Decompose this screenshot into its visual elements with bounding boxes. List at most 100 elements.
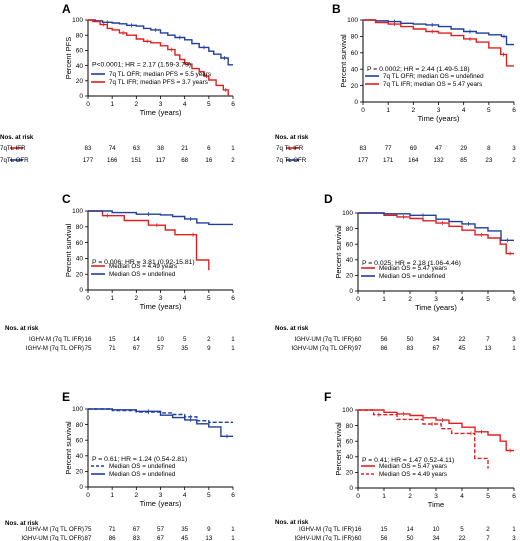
km-curve-1 — [358, 409, 514, 452]
risk-value: 22 — [459, 535, 466, 541]
legend-entry: Median OS = 5.47 years — [379, 265, 447, 272]
x-tick-label: 3 — [437, 107, 441, 114]
x-tick-label: 4 — [462, 107, 466, 114]
risk-value: 16 — [205, 157, 212, 164]
x-tick-label: 5 — [486, 296, 490, 303]
risk-value: 69 — [410, 145, 417, 152]
x-axis-label: Time (years) — [415, 303, 457, 312]
y-tick-label: 60 — [351, 50, 359, 57]
risk-value: 50 — [407, 535, 414, 541]
risk-value: 35 — [181, 345, 188, 352]
risk-value: 75 — [85, 345, 92, 352]
stats-annotation: P = 0.61; HR = 1.24 (0.54-2.81) — [92, 456, 187, 463]
legend-entry: 7q TL IFR; median OS = 5.47 years — [383, 81, 482, 88]
risk-value: 34 — [433, 336, 440, 343]
risk-value: 166 — [107, 157, 118, 164]
legend-entry: 7q TL OFR; median OS = undefined — [383, 73, 484, 80]
risk-value: 60 — [355, 336, 362, 343]
risk-row-label: IGHV-M (7q TL OFR) — [26, 345, 84, 352]
panel-label: D — [324, 192, 333, 206]
risk-value: 2 — [486, 526, 490, 533]
risk-value: 164 — [408, 157, 419, 164]
x-tick-label: 6 — [231, 295, 235, 302]
x-axis-label: Time (years) — [140, 499, 182, 508]
km-curve-1 — [358, 212, 514, 255]
x-tick-label: 0 — [86, 295, 90, 302]
risk-value: 60 — [355, 535, 362, 541]
x-axis-label: Time (years) — [140, 302, 182, 311]
risk-value: 50 — [407, 336, 414, 343]
x-tick-label: 4 — [460, 493, 464, 500]
risk-value: 86 — [381, 345, 388, 352]
y-tick-label: 100 — [342, 407, 353, 414]
x-tick-label: 1 — [386, 107, 390, 114]
risk-value: 21 — [181, 145, 188, 152]
y-axis-label: Percent PFS — [64, 37, 73, 80]
y-tick-label: 60 — [346, 438, 354, 445]
y-axis-label: Percent survival — [64, 223, 73, 277]
y-tick-label: 80 — [76, 224, 84, 231]
risk-value: 2 — [207, 336, 211, 343]
risk-value: 67 — [433, 345, 440, 352]
risk-row-label: IGHV-UM (7q TL OFR) — [291, 345, 354, 352]
y-tick-label: 80 — [351, 34, 359, 41]
x-tick-label: 2 — [408, 493, 412, 500]
y-axis-label: Percent survival — [334, 225, 343, 279]
x-tick-label: 6 — [512, 107, 516, 114]
x-tick-label: 5 — [207, 492, 211, 499]
x-tick-label: 1 — [110, 492, 114, 499]
y-tick-label: 40 — [76, 256, 84, 263]
x-tick-label: 5 — [207, 101, 211, 108]
risk-value: 10 — [157, 336, 164, 343]
x-tick-label: 3 — [159, 492, 163, 499]
km-curve-2 — [358, 409, 489, 469]
risk-value: 1 — [231, 526, 235, 533]
panel-a: A 0 20 40 60 80 100 0 1 2 3 4 5 6 Time (years) Percent … — [0, 2, 235, 164]
y-tick-label: 80 — [76, 422, 84, 429]
y-tick-label: 20 — [76, 469, 84, 476]
y-tick-label: 60 — [76, 437, 84, 444]
stats-annotation: P = 0.006; HR = 3.81 (0.92-15.81) — [92, 259, 195, 266]
y-tick-label: 80 — [346, 226, 354, 233]
legend-entry: Median OS = undefined — [109, 271, 176, 278]
panel-label: F — [324, 390, 331, 404]
x-tick-label: 2 — [135, 492, 139, 499]
risk-value: 132 — [433, 157, 444, 164]
x-tick-label: 4 — [183, 492, 187, 499]
y-tick-label: 100 — [72, 17, 83, 24]
risk-value: 75 — [85, 526, 92, 533]
km-curve-2 — [88, 210, 233, 226]
risk-value: 15 — [109, 336, 116, 343]
risk-value: 45 — [459, 345, 466, 352]
y-tick-label: 40 — [346, 454, 354, 461]
risk-value: 71 — [109, 345, 116, 352]
risk-value: 35 — [181, 526, 188, 533]
risk-value: 74 — [109, 145, 116, 152]
risk-row-label: IGHV-M (7q TL IFR) — [299, 526, 354, 533]
panel-label: A — [62, 2, 71, 16]
risk-value: 1 — [512, 345, 516, 352]
risk-value: 13 — [205, 535, 212, 541]
risk-value: 67 — [133, 526, 140, 533]
y-tick-label: 100 — [342, 210, 353, 217]
risk-value: 47 — [435, 145, 442, 152]
risk-value: 7 — [486, 336, 490, 343]
y-tick-label: 0 — [354, 99, 358, 106]
risk-row-label: IGHV-M (7q TL IFR) — [29, 336, 84, 343]
y-tick-label: 0 — [79, 484, 83, 491]
y-tick-label: 40 — [76, 63, 84, 70]
km-curve-2 — [88, 408, 233, 437]
y-tick-label: 100 — [347, 17, 358, 24]
risk-value: 83 — [85, 145, 92, 152]
risk-value: 15 — [381, 526, 388, 533]
y-tick-label: 100 — [72, 406, 83, 413]
y-tick-label: 60 — [76, 240, 84, 247]
legend-entry: Median OS = 4.49 years — [109, 263, 177, 270]
risk-value: 67 — [157, 535, 164, 541]
risk-value: 5 — [460, 526, 464, 533]
risk-value: 2 — [231, 157, 235, 164]
risk-value: 83 — [360, 145, 367, 152]
x-tick-label: 4 — [183, 295, 187, 302]
panel-label: C — [62, 192, 71, 206]
